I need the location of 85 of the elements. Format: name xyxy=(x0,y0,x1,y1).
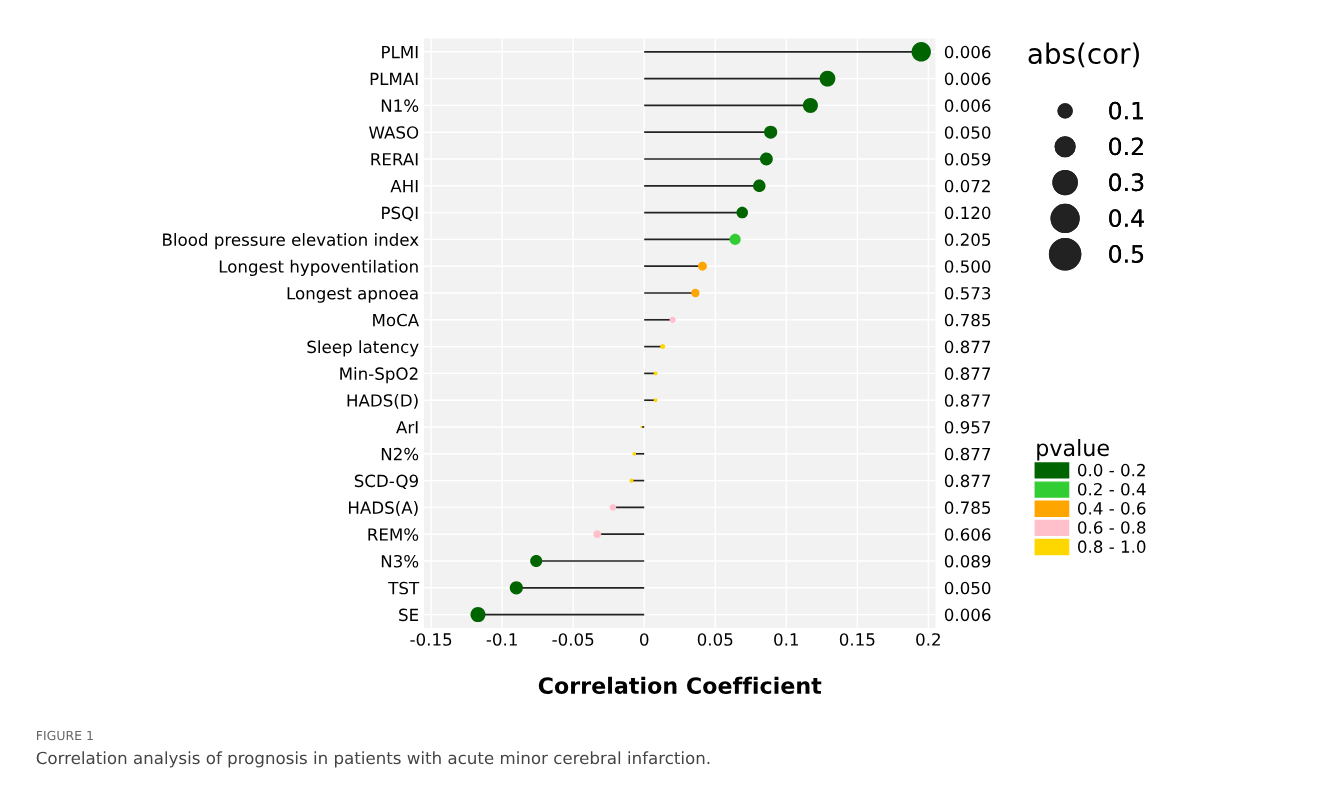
legend-label: 0.3 xyxy=(1109,173,1144,192)
y2-tick-label: 0.500 xyxy=(944,260,991,273)
legend-label: 0.6 - 0.8 xyxy=(1078,521,1146,534)
y-tick-label: HADS(A) xyxy=(349,501,418,516)
y-tick-label: REM% xyxy=(368,528,419,541)
y-tick-label: N2% xyxy=(381,447,419,461)
point xyxy=(736,206,748,219)
point xyxy=(753,179,766,193)
point xyxy=(530,554,543,568)
y2-tick-label: 0.877 xyxy=(944,394,991,407)
y2-tick-label: 0.785 xyxy=(944,501,991,514)
point xyxy=(729,233,741,245)
text: abs(cor) xyxy=(1028,42,1139,68)
y-tick-label: SE xyxy=(399,608,419,622)
y-tick-label: PSQI xyxy=(382,206,418,222)
y2-tick-label: 0.120 xyxy=(944,206,991,220)
point xyxy=(470,607,486,623)
y2-tick-label: 0.089 xyxy=(944,554,991,568)
legend-label: 0.8 - 1.0 xyxy=(1078,540,1146,553)
y-tick-label: SCD-Q9 xyxy=(354,474,418,490)
y2-tick-label: 0.785 xyxy=(944,313,991,327)
y2-tick-label: 0.050 xyxy=(944,126,991,139)
y-tick-label: MoCA xyxy=(373,313,419,327)
x-tick-label: 0.2 xyxy=(916,633,940,646)
text: Correlation analysis of prognosis in patients with acute minor cerebral infarction. xyxy=(36,751,710,768)
y2-tick-label: 0.006 xyxy=(944,608,991,622)
y2-tick-label: 0.606 xyxy=(944,528,991,541)
legend-label: 0.5 xyxy=(1109,245,1144,263)
y2-tick-label: 0.877 xyxy=(944,447,991,461)
y-tick-label: PLMAI xyxy=(370,72,418,85)
legend-title: pvalue xyxy=(1037,439,1109,461)
y-tick-label: AHI xyxy=(390,179,418,193)
y-tick-label: PLMI xyxy=(382,45,418,59)
x-tick-label: 0.1 xyxy=(774,633,798,646)
y-tick-label: Blood pressure elevation index xyxy=(163,233,419,250)
legend-label: 0.1 xyxy=(1109,101,1143,120)
legend-label: 0.4 xyxy=(1109,209,1144,228)
y2-tick-label: 0.006 xyxy=(944,45,991,59)
y-tick-label: HADS(D) xyxy=(347,393,418,409)
y-tick-label: Longest apnoea xyxy=(287,287,418,303)
y2-tick-label: 0.877 xyxy=(944,340,991,354)
x-axis-title: Correlation Coefficient xyxy=(538,676,822,694)
y2-tick-label: 0.006 xyxy=(944,99,991,112)
y-tick-label: Longest hypoventilation xyxy=(219,259,418,276)
y-tick-label: WASO xyxy=(369,126,419,139)
legend-label: 0.2 - 0.4 xyxy=(1078,482,1146,496)
x-tick-label: -0.1 xyxy=(486,633,517,646)
y2-tick-label: 0.573 xyxy=(944,286,991,300)
y-tick-label: Min-SpO2 xyxy=(340,367,418,384)
legend-label: 0.2 xyxy=(1109,137,1143,156)
point xyxy=(653,371,658,376)
y-tick-label: N1% xyxy=(381,99,419,112)
y-tick-label: Sleep latency xyxy=(307,340,419,357)
caption: FIGURE 1 xyxy=(37,730,93,741)
x-tick-label: 0.15 xyxy=(839,633,875,646)
point xyxy=(669,316,676,323)
y-tick-label: N3% xyxy=(381,554,419,568)
legend-label: 0.0 - 0.2 xyxy=(1078,463,1145,477)
y2-tick-label: 0.050 xyxy=(944,581,991,595)
point xyxy=(653,398,658,403)
y2-tick-label: 0.877 xyxy=(944,367,991,380)
y2-tick-label: 0.072 xyxy=(944,179,990,193)
y2-tick-label: 0.006 xyxy=(944,72,991,86)
y-tick-label: RERAI xyxy=(371,153,418,166)
x-tick-label: -0.15 xyxy=(410,633,452,646)
y2-tick-label: 0.205 xyxy=(944,233,991,246)
point xyxy=(632,451,637,456)
point xyxy=(509,581,523,595)
y2-tick-label: 0.059 xyxy=(944,152,991,166)
point xyxy=(764,125,778,139)
y-tick-label: ArI xyxy=(396,421,418,434)
point xyxy=(698,261,707,271)
y2-tick-label: 0.957 xyxy=(944,420,991,434)
legend-label: 0.4 - 0.6 xyxy=(1078,502,1146,515)
point xyxy=(593,530,602,539)
x-tick-label: 0.05 xyxy=(697,633,733,646)
y2-tick-label: 0.877 xyxy=(944,474,991,488)
x-tick-label: 0 xyxy=(640,633,649,646)
y-tick-label: TST xyxy=(388,581,420,595)
point xyxy=(802,97,818,113)
point xyxy=(691,288,700,298)
point xyxy=(759,152,773,166)
point xyxy=(609,504,617,511)
point xyxy=(660,344,666,350)
x-tick-label: -0.05 xyxy=(552,633,594,646)
